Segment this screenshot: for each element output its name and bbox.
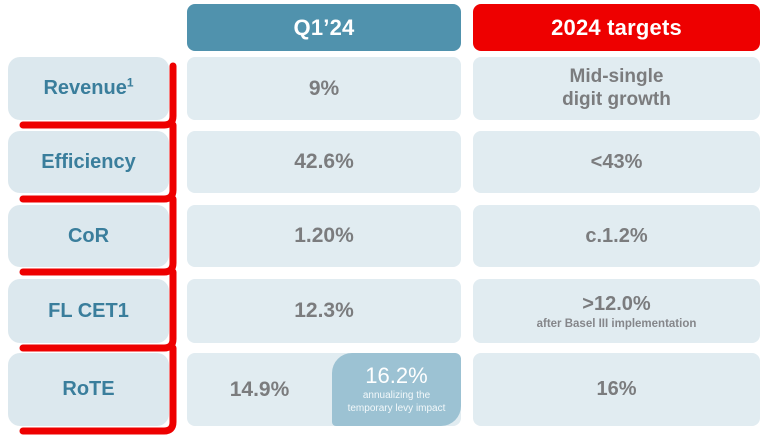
target-value-cor: c.1.2%	[473, 205, 760, 267]
q1-value-revenue: 9%	[187, 57, 461, 120]
q1-value-text: 42.6%	[294, 150, 354, 173]
target-value-text: 16%	[596, 378, 637, 400]
q1-value-efficiency: 42.6%	[187, 131, 461, 193]
metric-label-efficiency: Efficiency	[8, 131, 169, 193]
target-value-rote: 16%	[473, 353, 760, 426]
metric-label-text: Revenue1	[43, 75, 134, 99]
metric-label-revenue: Revenue1	[8, 57, 169, 120]
targets-column-header: 2024 targets	[473, 4, 760, 51]
q1-value-text: 12.3%	[294, 299, 354, 322]
metric-label-text: RoTE	[62, 378, 115, 400]
q1-annualized-highlight-box: 16.2% annualizing the temporary levy imp…	[332, 353, 461, 426]
metric-label-flcet1: FL CET1	[8, 279, 169, 343]
target-value-text: >12.0%	[582, 292, 651, 315]
q1-column-header-label: Q1’24	[293, 14, 355, 40]
target-value-text: c.1.2%	[585, 224, 648, 247]
q1-value-text: 14.9%	[229, 377, 290, 401]
q1-column-header: Q1’24	[187, 4, 461, 51]
metric-label-cor: CoR	[8, 205, 169, 267]
metric-label-text: CoR	[67, 224, 110, 247]
q1-value-text: 1.20%	[294, 224, 354, 247]
q1-value-cor: 1.20%	[187, 205, 461, 267]
footnote-marker: 1	[126, 75, 134, 90]
q1-value-flcet1: 12.3%	[187, 279, 461, 343]
metric-label-text: Efficiency	[41, 150, 136, 173]
annualized-note-text: annualizing the temporary levy impact	[347, 390, 446, 414]
metric-label-rote: RoTE	[8, 353, 169, 426]
target-value-efficiency: <43%	[473, 131, 760, 193]
q1-value-rote: 14.9% 16.2% annualizing the temporary le…	[187, 353, 461, 426]
targets-column-header-label: 2024 targets	[551, 14, 682, 40]
target-value-text: Mid-single digit growth	[562, 66, 671, 110]
target-value-revenue: Mid-single digit growth	[473, 57, 760, 120]
target-value-text: <43%	[590, 150, 643, 173]
target-value-flcet1: >12.0% after Basel III implementation	[473, 279, 760, 343]
metric-label-text: FL CET1	[48, 299, 129, 322]
annualized-value-text: 16.2%	[365, 362, 428, 388]
target-note-text: after Basel III implementation	[536, 317, 697, 330]
q1-value-text: 9%	[308, 76, 340, 100]
